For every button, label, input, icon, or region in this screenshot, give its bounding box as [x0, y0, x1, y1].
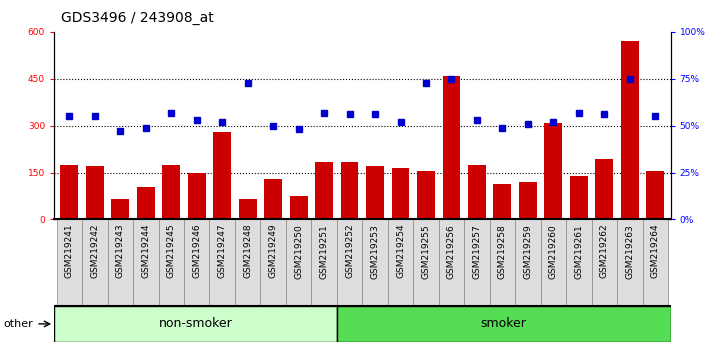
Text: GSM219256: GSM219256	[447, 224, 456, 279]
Text: GSM219261: GSM219261	[575, 224, 583, 279]
Bar	[340, 162, 358, 219]
Text: GSM219251: GSM219251	[319, 224, 329, 279]
Bar	[86, 166, 104, 219]
Bar	[260, 219, 286, 306]
Bar	[646, 171, 664, 219]
Bar	[438, 219, 464, 306]
Text: GSM219254: GSM219254	[396, 224, 405, 279]
Bar	[290, 196, 308, 219]
Bar	[621, 41, 639, 219]
Bar	[54, 306, 337, 342]
Bar	[468, 165, 486, 219]
Text: GSM219241: GSM219241	[65, 224, 74, 279]
Bar	[111, 199, 129, 219]
Text: GSM219260: GSM219260	[549, 224, 558, 279]
Text: GSM219248: GSM219248	[243, 224, 252, 279]
Bar	[82, 219, 107, 306]
Bar	[392, 168, 410, 219]
Text: GSM219249: GSM219249	[269, 224, 278, 279]
Bar	[413, 219, 438, 306]
Bar	[617, 219, 642, 306]
Bar	[544, 122, 562, 219]
Bar	[159, 219, 184, 306]
Bar	[315, 162, 333, 219]
Text: GSM219262: GSM219262	[600, 224, 609, 279]
Bar	[107, 219, 133, 306]
Bar	[235, 219, 260, 306]
Bar	[541, 219, 566, 306]
Bar	[61, 165, 79, 219]
Bar	[311, 219, 337, 306]
Bar	[464, 219, 490, 306]
Text: GSM219252: GSM219252	[345, 224, 354, 279]
Bar	[184, 219, 210, 306]
Text: GSM219247: GSM219247	[218, 224, 226, 279]
Bar	[363, 219, 388, 306]
Text: GDS3496 / 243908_at: GDS3496 / 243908_at	[61, 11, 214, 25]
Bar	[591, 219, 617, 306]
Bar	[519, 182, 537, 219]
Bar	[337, 306, 671, 342]
Text: GSM219243: GSM219243	[116, 224, 125, 279]
Text: GSM219245: GSM219245	[167, 224, 176, 279]
Bar	[133, 219, 159, 306]
Text: non-smoker: non-smoker	[159, 318, 232, 330]
Bar	[515, 219, 541, 306]
Bar	[566, 219, 591, 306]
Bar	[337, 219, 363, 306]
Bar	[264, 179, 282, 219]
Bar	[162, 165, 180, 219]
Text: GSM219255: GSM219255	[422, 224, 430, 279]
Bar	[187, 172, 205, 219]
Bar	[642, 219, 668, 306]
Text: smoker: smoker	[481, 318, 526, 330]
Bar	[239, 199, 257, 219]
Bar	[417, 171, 435, 219]
Bar	[210, 219, 235, 306]
Bar	[57, 219, 82, 306]
Bar	[443, 76, 461, 219]
Text: GSM219246: GSM219246	[193, 224, 201, 279]
Bar	[490, 219, 515, 306]
Text: GSM219244: GSM219244	[141, 224, 150, 278]
Bar	[388, 219, 413, 306]
Text: GSM219250: GSM219250	[294, 224, 303, 279]
Text: GSM219258: GSM219258	[498, 224, 507, 279]
Text: GSM219253: GSM219253	[371, 224, 379, 279]
Bar	[366, 166, 384, 219]
Text: GSM219263: GSM219263	[625, 224, 634, 279]
Bar	[213, 132, 231, 219]
Bar	[137, 187, 155, 219]
Text: GSM219264: GSM219264	[651, 224, 660, 279]
Bar	[570, 176, 588, 219]
Bar	[596, 159, 614, 219]
Bar	[286, 219, 311, 306]
Text: GSM219242: GSM219242	[90, 224, 99, 278]
Text: GSM219257: GSM219257	[472, 224, 482, 279]
Bar	[493, 183, 511, 219]
Text: GSM219259: GSM219259	[523, 224, 532, 279]
Text: other: other	[4, 319, 33, 329]
